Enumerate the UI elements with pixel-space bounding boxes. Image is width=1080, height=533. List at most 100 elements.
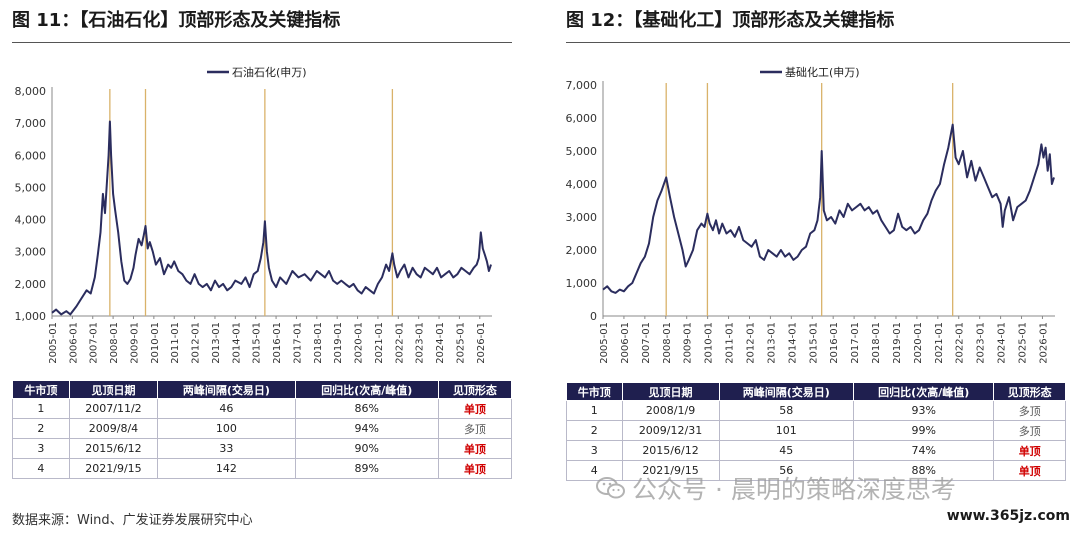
x-tick-label: 2016-01 [829,322,840,364]
cell-ratio: 93% [853,400,995,421]
cell-pattern: 多顶 [993,400,1066,421]
y-tick-label: 3,000 [15,246,47,259]
header-peak-interval: 两峰间隔(交易日) [718,382,855,401]
x-tick-label: 2008-01 [662,322,673,364]
x-tick-label: 2009-01 [683,322,694,364]
cell-interval: 142 [157,458,296,479]
cell-pattern: 单顶 [437,398,513,419]
table-row: 1 2008/1/9 58 93% 多顶 [566,400,1066,421]
x-tick-label: 2008-01 [109,322,120,364]
cell-index: 1 [566,400,623,421]
x-tick-label: 2021-01 [934,322,945,364]
cell-index: 1 [12,398,70,419]
x-tick-label: 2023-01 [976,322,987,364]
x-tick-label: 2005-01 [48,322,59,364]
x-tick-label: 2026-01 [476,322,487,364]
x-tick-label: 2010-01 [150,322,161,364]
figure-12-title: 图 12：【基础化工】顶部形态及关键指标 [566,10,895,31]
series-line [602,123,1055,294]
site-label: www.365jz.com [946,508,1070,524]
x-tick-label: 2019-01 [892,322,903,364]
cell-index: 2 [566,420,623,441]
watermark-text: 公众号 · 晨明的策略深度思考 [632,475,956,504]
x-tick-label: 2014-01 [787,322,798,364]
header-top-date: 见顶日期 [68,380,159,399]
x-tick-label: 2020-01 [354,322,365,364]
wechat-icon [596,476,626,506]
x-tick-label: 2006-01 [68,322,79,364]
table-row: 3 2015/6/12 45 74% 单顶 [566,440,1066,461]
cell-pattern: 单顶 [993,460,1066,481]
x-tick-label: 2011-01 [170,322,181,364]
y-tick-label: 2,000 [566,244,598,257]
y-tick-label: 4,000 [566,178,598,191]
figure-12-title-rule [566,42,1070,43]
cell-index: 4 [12,458,70,479]
table-basic-chemicals-tops: 牛市顶 见顶日期 两峰间隔(交易日) 回归比(次高/峰值) 见顶形态 1 200… [566,382,1066,481]
x-tick-label: 2021-01 [374,322,385,364]
x-tick-label: 2018-01 [313,322,324,364]
x-tick-label: 2011-01 [725,322,736,364]
x-tick-label: 2015-01 [808,322,819,364]
y-tick-label: 6,000 [15,149,47,162]
table-row: 4 2021/9/15 56 88% 单顶 [566,460,1066,481]
table-row: 1 2007/11/2 46 86% 单顶 [12,398,513,419]
x-tick-label: 2026-01 [1038,322,1049,364]
cell-pattern: 单顶 [437,458,513,479]
cell-interval: 33 [157,438,296,459]
x-tick-label: 2023-01 [415,322,426,364]
y-tick-label: 6,000 [566,112,598,125]
cell-pattern: 多顶 [437,418,513,439]
cell-pattern: 单顶 [993,440,1066,461]
x-tick-label: 2012-01 [191,322,202,364]
x-tick-label: 2017-01 [850,322,861,364]
table-row: 3 2015/6/12 33 90% 单顶 [12,438,513,459]
x-tick-label: 2013-01 [211,322,222,364]
cell-ratio: 89% [294,458,439,479]
cell-interval: 101 [718,420,855,441]
x-tick-label: 2006-01 [620,322,631,364]
cell-interval: 46 [157,398,296,419]
y-tick-label: 7,000 [566,79,598,92]
table-row: 2 2009/8/4 100 94% 多顶 [12,418,513,439]
series-line [51,120,492,316]
y-tick-label: 1,000 [566,277,598,290]
x-tick-label: 2025-01 [455,322,466,364]
y-tick-label: 5,000 [566,145,598,158]
x-tick-label: 2007-01 [89,322,100,364]
legend-label: 石油石化(申万) [232,65,307,79]
cell-date: 2009/8/4 [68,418,159,439]
legend-label: 基础化工(申万) [785,65,860,79]
y-tick-label: 0 [590,310,597,323]
x-tick-label: 2015-01 [252,322,263,364]
x-tick-label: 2014-01 [231,322,242,364]
header-top-pattern: 见顶形态 [437,380,513,399]
x-tick-label: 2025-01 [1018,322,1029,364]
cell-date: 2015/6/12 [621,440,720,461]
cell-index: 3 [12,438,70,459]
header-bull-top: 牛市顶 [566,382,623,401]
x-tick-label: 2020-01 [913,322,924,364]
table-header-row: 牛市顶 见顶日期 两峰间隔(交易日) 回归比(次高/峰值) 见顶形态 [566,382,1066,401]
watermark: 公众号 · 晨明的策略深度思考 [596,470,956,506]
y-tick-label: 5,000 [15,181,47,194]
x-tick-label: 2024-01 [997,322,1008,364]
figure-11-title: 图 11：【石油石化】顶部形态及关键指标 [12,10,341,31]
y-tick-label: 8,000 [15,85,47,98]
cell-interval: 45 [718,440,855,461]
x-tick-label: 2017-01 [292,322,303,364]
y-tick-label: 7,000 [15,117,47,130]
y-tick-label: 1,000 [15,310,47,323]
header-top-date: 见顶日期 [621,382,720,401]
cell-pattern: 多顶 [993,420,1066,441]
x-tick-label: 2018-01 [871,322,882,364]
cell-date: 2021/9/15 [621,460,720,481]
table-header-row: 牛市顶 见顶日期 两峰间隔(交易日) 回归比(次高/峰值) 见顶形态 [12,380,513,399]
cell-index: 4 [566,460,623,481]
cell-date: 2021/9/15 [68,458,159,479]
cell-ratio: 74% [853,440,995,461]
chart-petrochemical: 石油石化(申万) 1,000 2,000 3,000 4,000 5,000 6,000 7,… [15,65,492,364]
cell-interval: 100 [157,418,296,439]
cell-ratio: 86% [294,398,439,419]
table-row: 2 2009/12/31 101 99% 多顶 [566,420,1066,441]
